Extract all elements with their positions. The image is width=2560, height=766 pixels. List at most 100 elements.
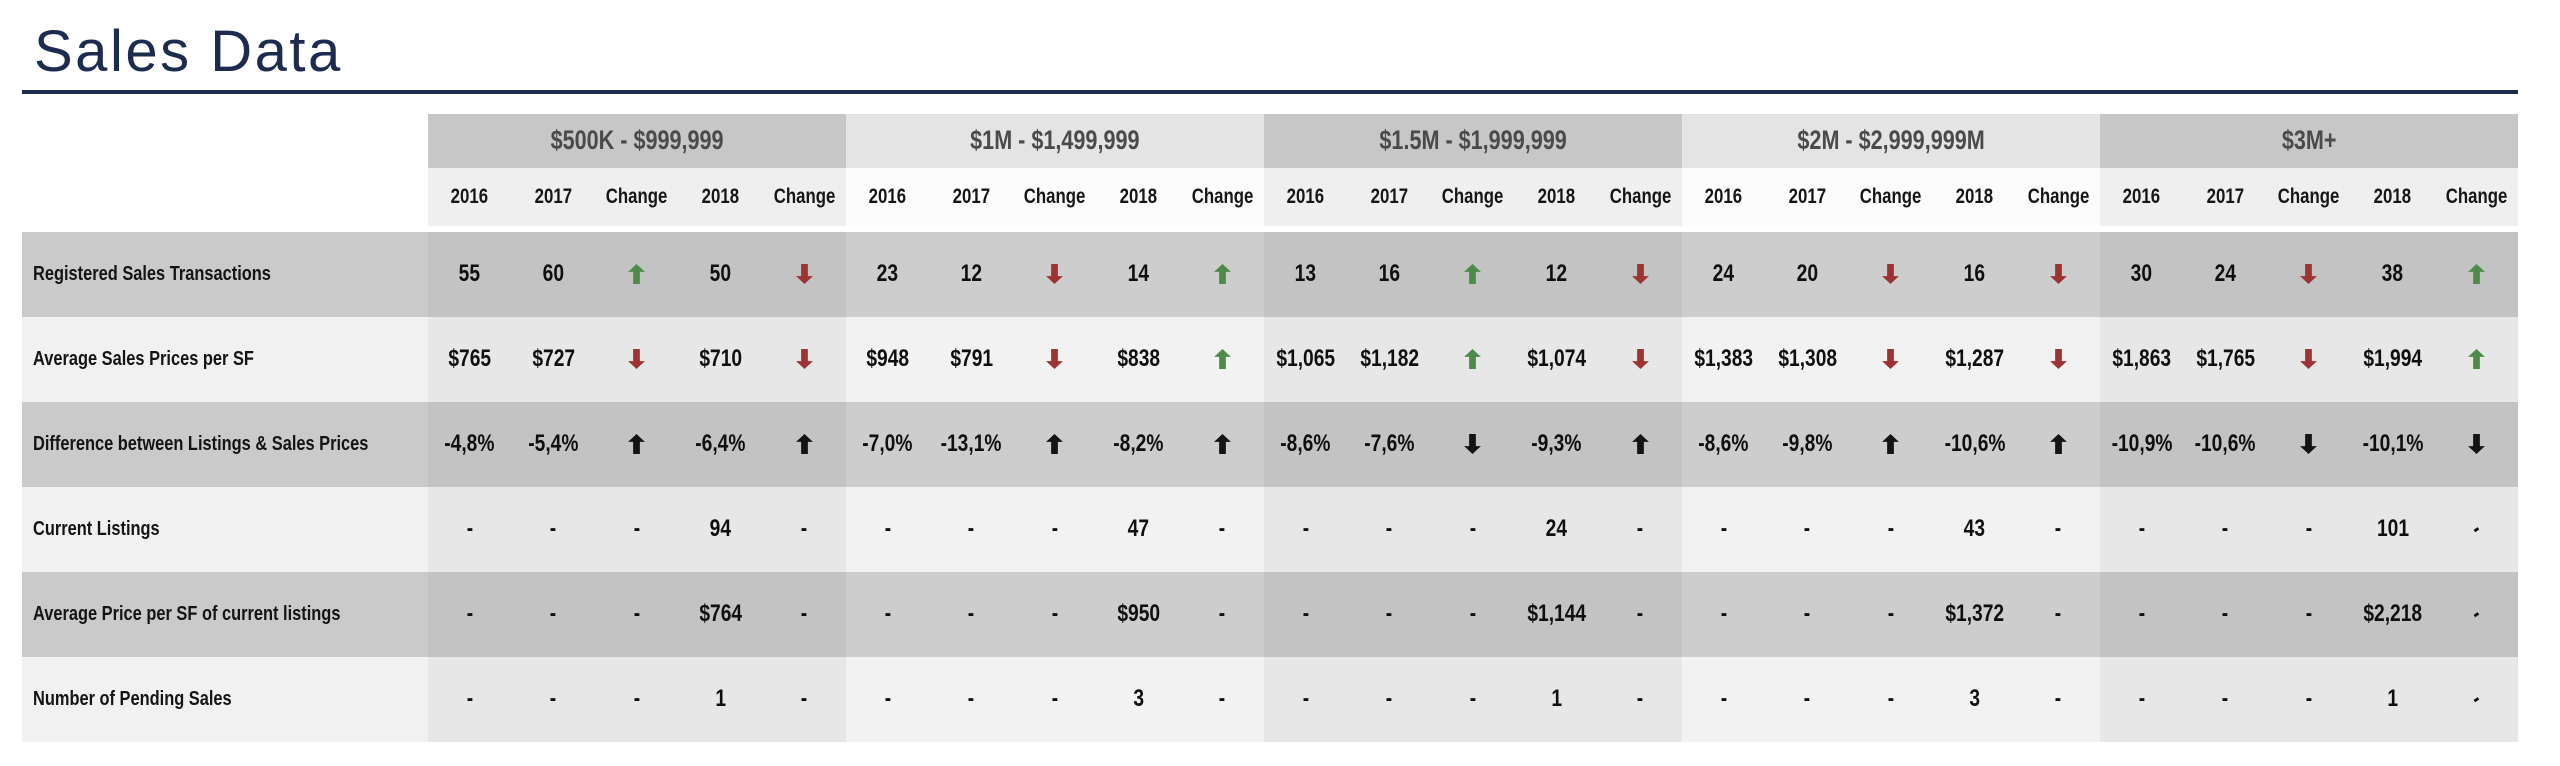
- dash: -: [1302, 600, 1309, 628]
- value-cell: $838: [1096, 316, 1181, 402]
- value-cell: 14: [1096, 231, 1181, 317]
- value-cell: -7,0%: [845, 401, 930, 487]
- dash: -: [466, 600, 473, 628]
- cell-value: 30: [2131, 260, 2153, 288]
- cell-value: $765: [448, 345, 492, 373]
- dash: -: [800, 515, 808, 543]
- cell-value: 1: [715, 685, 726, 713]
- up-arrow-icon: [1464, 349, 1482, 370]
- year-column-label: Change: [606, 184, 668, 208]
- year-column-label: Change: [773, 184, 835, 208]
- dash: -: [2138, 685, 2145, 713]
- page-title: Sales Data: [34, 19, 343, 84]
- price-range-label: $1M - $1,499,999: [970, 125, 1140, 156]
- dash: -: [1804, 600, 1811, 628]
- year-column-header: Change: [595, 167, 679, 226]
- dash: -: [1636, 600, 1644, 628]
- price-range-header: $2M - $2,999,999M: [1681, 113, 2100, 168]
- cell-value: 94: [709, 515, 732, 543]
- cell-value: 1: [1551, 685, 1562, 713]
- dash: -: [1469, 685, 1477, 713]
- cell-value: -10,1%: [2362, 430, 2424, 458]
- value-cell: 24: [2183, 231, 2268, 317]
- value-cell: $764: [678, 571, 763, 657]
- change-cell: [2016, 231, 2100, 317]
- year-column-label: 2017: [534, 184, 573, 208]
- value-cell: -: [1263, 656, 1348, 742]
- year-column-header: Change: [1431, 167, 1515, 226]
- value-cell: 23: [845, 231, 930, 317]
- change-cell: [1849, 316, 1933, 402]
- year-column-label: Change: [1860, 184, 1922, 208]
- value-cell: -: [1681, 486, 1766, 572]
- dash: -: [1302, 685, 1309, 713]
- cell-value: $838: [1117, 345, 1160, 373]
- value-cell: -10,1%: [2350, 401, 2435, 487]
- value-cell: -: [2099, 486, 2184, 572]
- year-column-header: Change: [1598, 167, 1682, 226]
- dash: -: [968, 600, 975, 628]
- dash: -: [1218, 600, 1226, 628]
- dash: -: [1720, 600, 1727, 628]
- down-arrow-icon: [1046, 264, 1064, 285]
- dash: -: [2305, 685, 2313, 713]
- up-arrow-icon: [628, 434, 646, 455]
- cell-value: -9,3%: [1531, 430, 1582, 458]
- down-arrow-icon: [1464, 434, 1482, 455]
- value-cell: -: [511, 656, 596, 742]
- value-cell: $1,372: [1932, 571, 2017, 657]
- value-cell: -: [2183, 571, 2268, 657]
- dash: -: [1804, 515, 1811, 543]
- year-column-header: 2017: [929, 167, 1014, 226]
- down-arrow-icon: [1882, 349, 1900, 370]
- cell-value: $950: [1117, 600, 1160, 628]
- change-cell: [595, 316, 679, 402]
- change-cell: -: [2267, 571, 2351, 657]
- value-cell: -: [511, 486, 596, 572]
- value-cell: -: [2183, 486, 2268, 572]
- change-cell: [1431, 401, 1515, 487]
- cell-value: 23: [877, 260, 899, 288]
- value-cell: -: [845, 571, 930, 657]
- year-column-header: 2017: [1765, 167, 1850, 226]
- dash: -: [2305, 515, 2313, 543]
- row-label-text: Registered Sales Transactions: [33, 262, 271, 285]
- value-cell: $1,287: [1932, 316, 2017, 402]
- change-cell: -: [1431, 656, 1515, 742]
- value-cell: -8,2%: [1096, 401, 1181, 487]
- year-column-label: 2016: [451, 184, 489, 208]
- down-arrow-icon: [1631, 264, 1649, 285]
- dash: -: [466, 515, 473, 543]
- dash: -: [2054, 685, 2062, 713]
- change-cell: -: [1013, 656, 1097, 742]
- change-cell: -: [1598, 656, 1682, 742]
- value-cell: -10,6%: [1932, 401, 2017, 487]
- dash: -: [884, 515, 891, 543]
- cell-value: 1: [2387, 685, 2398, 713]
- dash: -: [968, 685, 975, 713]
- change-cell: [1598, 231, 1682, 317]
- row-label: Average Price per SF of current listings: [22, 571, 428, 657]
- value-cell: $1,765: [2183, 316, 2268, 402]
- cell-value: 24: [1713, 260, 1735, 288]
- cell-value: $2,218: [2363, 600, 2422, 628]
- cell-value: $764: [699, 600, 742, 628]
- change-cell: -: [1180, 656, 1264, 742]
- cell-value: $1,863: [2112, 345, 2172, 373]
- change-cell: -: [595, 571, 679, 657]
- cell-value: -7,0%: [862, 430, 913, 458]
- dash: -: [1636, 515, 1644, 543]
- down-arrow-icon: [795, 349, 813, 370]
- cell-value: $1,074: [1527, 345, 1586, 373]
- cell-value: -8,6%: [1280, 430, 1331, 458]
- cell-value: 20: [1796, 260, 1819, 288]
- down-arrow-icon: [2049, 264, 2067, 285]
- change-cell: [1180, 401, 1264, 487]
- year-column-header: 2016: [1681, 167, 1766, 226]
- value-cell: $1,074: [1514, 316, 1599, 402]
- up-arrow-icon: [1464, 264, 1482, 285]
- cell-value: 16: [1963, 260, 1986, 288]
- cell-value: $1,144: [1527, 600, 1586, 628]
- dash: -: [2305, 600, 2313, 628]
- year-column-label: 2017: [1788, 184, 1827, 208]
